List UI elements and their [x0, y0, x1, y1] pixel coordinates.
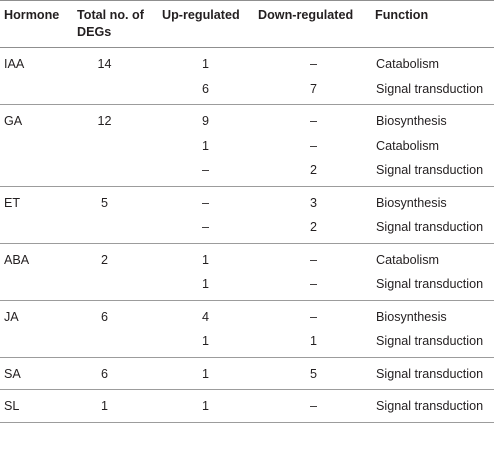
- table-row: 6 7 Signal transduction: [0, 76, 494, 105]
- table-row: 1– Signal transduction: [0, 272, 494, 301]
- deg-hormone-table: Hormone Total no. of DEGs Up-regulated D…: [0, 0, 494, 423]
- function-cell: Signal transduction: [371, 329, 494, 358]
- total-degs-cell: 6: [100, 309, 108, 324]
- total-degs-cell: 1: [73, 389, 158, 423]
- down-regulated-cell: 2: [254, 215, 371, 244]
- table-row: SL 1 1– Signal transduction: [0, 389, 494, 423]
- down-regulated-cell: –: [310, 57, 318, 72]
- hormone-cell: IAA: [4, 57, 25, 72]
- hormone-cell: [0, 134, 73, 159]
- function-cell: Signal transduction: [371, 272, 494, 301]
- table-row: –2 Signal transduction: [0, 215, 494, 244]
- up-regulated-cell: 6: [158, 76, 254, 105]
- table-row: ABA 2 1 – Catabolism: [0, 243, 494, 272]
- table-header: Hormone Total no. of DEGs Up-regulated D…: [0, 0, 494, 48]
- down-regulated-cell: –: [310, 114, 318, 129]
- header-up-regulated: Up-regulated: [158, 0, 254, 48]
- hormone-cell: ABA: [4, 252, 30, 267]
- total-degs-cell: 12: [97, 114, 112, 129]
- hormone-cell: ET: [4, 195, 21, 210]
- down-regulated-cell: –: [310, 309, 318, 324]
- function-cell: Signal transduction: [371, 158, 494, 187]
- total-degs-cell: 14: [97, 57, 112, 72]
- down-regulated-cell: 5: [254, 357, 371, 390]
- hormone-cell: [0, 76, 73, 105]
- up-regulated-cell: –: [158, 215, 254, 244]
- hormone-cell: [0, 158, 73, 187]
- up-regulated-cell: 1: [158, 329, 254, 358]
- total-degs-cell: [73, 272, 158, 301]
- up-regulated-cell: 1: [202, 252, 210, 267]
- total-degs-cell: 6: [73, 357, 158, 390]
- total-degs-cell: [73, 76, 158, 105]
- table-body: IAA 14 1– Catabolism 6 7 Signal transduction GA…: [0, 48, 494, 423]
- table-row: 1 – Catabolism: [0, 134, 494, 159]
- total-degs-cell: [73, 329, 158, 358]
- total-degs-cell: [73, 158, 158, 187]
- function-cell: Signal transduction: [371, 389, 494, 423]
- down-regulated-cell: –: [254, 389, 371, 423]
- up-regulated-cell: –: [158, 158, 254, 187]
- header-total: Total no. of DEGs: [73, 0, 158, 48]
- table-row: GA 12 9 – Biosynthesis: [0, 105, 494, 134]
- hormone-cell: JA: [4, 309, 19, 324]
- down-regulated-cell: 1: [254, 329, 371, 358]
- table-row: SA 6 1 5 Signal transduction: [0, 357, 494, 390]
- function-cell: Biosynthesis: [376, 114, 447, 129]
- function-cell: Signal transduction: [371, 76, 494, 105]
- up-regulated-cell: 9: [202, 114, 210, 129]
- hormone-cell: [0, 329, 73, 358]
- function-cell: Catabolism: [376, 138, 439, 153]
- table-row: –2 Signal transduction: [0, 158, 494, 187]
- total-degs-cell: 5: [100, 195, 108, 210]
- hormone-cell: [0, 272, 73, 301]
- down-regulated-cell: 2: [254, 158, 371, 187]
- down-regulated-cell: 7: [254, 76, 371, 105]
- down-regulated-cell: 3: [310, 195, 318, 210]
- hormone-cell: GA: [4, 114, 23, 129]
- up-regulated-cell: 1: [202, 138, 210, 153]
- hormone-cell: SL: [0, 389, 73, 423]
- up-regulated-cell: –: [202, 195, 210, 210]
- function-cell: Signal transduction: [371, 357, 494, 390]
- up-regulated-cell: 1: [202, 57, 210, 72]
- function-cell: Biosynthesis: [376, 195, 447, 210]
- total-degs-cell: [73, 134, 158, 159]
- function-cell: Catabolism: [376, 57, 439, 72]
- header-function: Function: [371, 0, 494, 48]
- total-degs-cell: [73, 215, 158, 244]
- hormone-cell: SA: [0, 357, 73, 390]
- down-regulated-cell: –: [310, 252, 318, 267]
- header-hormone: Hormone: [0, 0, 73, 48]
- function-cell: Biosynthesis: [376, 309, 447, 324]
- function-cell: Catabolism: [376, 252, 439, 267]
- hormone-cell: [0, 215, 73, 244]
- table-row: IAA 14 1 – Catabolism: [0, 48, 494, 77]
- down-regulated-cell: –: [310, 138, 318, 153]
- up-regulated-cell: 1: [158, 272, 254, 301]
- up-regulated-cell: 1: [158, 389, 254, 423]
- table-row: 1 1 Signal transduction: [0, 329, 494, 358]
- up-regulated-cell: 1: [158, 357, 254, 390]
- down-regulated-cell: –: [254, 272, 371, 301]
- header-row: Hormone Total no. of DEGs Up-regulated D…: [0, 0, 494, 48]
- table-row: ET 5 – 3 Biosynthesis: [0, 186, 494, 215]
- up-regulated-cell: 4: [202, 309, 210, 324]
- function-cell: Signal transduction: [371, 215, 494, 244]
- table-row: JA 6 4 – Biosynthesis: [0, 300, 494, 329]
- total-degs-cell: 2: [100, 252, 108, 267]
- header-down-regulated: Down-regulated: [254, 0, 371, 48]
